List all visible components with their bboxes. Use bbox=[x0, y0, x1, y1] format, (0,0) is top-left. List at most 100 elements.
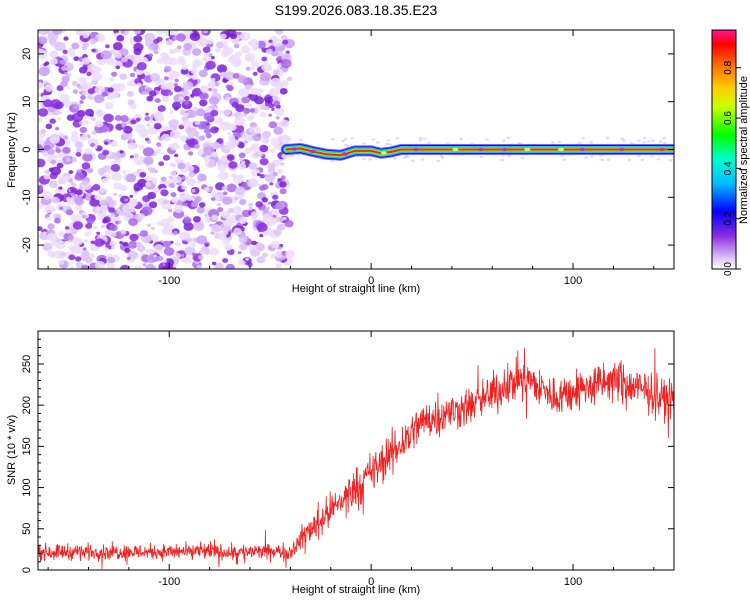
spectrogram-noise-cell bbox=[459, 137, 464, 141]
spectrogram-noise-cell bbox=[156, 58, 164, 64]
spectrogram-noise-cell bbox=[245, 135, 253, 142]
spectrogram-noise-cell bbox=[45, 123, 53, 130]
spectrogram-noise-cell bbox=[268, 201, 272, 205]
spectrogram-noise-cell bbox=[180, 253, 185, 257]
spectrogram-noise-cell bbox=[104, 102, 114, 110]
spectrogram-noise-cell bbox=[272, 38, 283, 47]
spectrogram-noise-cell bbox=[216, 203, 221, 207]
spectrogram-noise-cell bbox=[51, 196, 60, 204]
spectrogram-noise-cell bbox=[44, 61, 50, 66]
spectrogram-noise-cell bbox=[70, 134, 80, 143]
spectrogram-noise-cell bbox=[108, 207, 116, 214]
spectrogram-noise-cell bbox=[280, 134, 292, 144]
spectrogram-noise-cell bbox=[47, 232, 58, 242]
spectrogram-noise-cell bbox=[84, 231, 91, 237]
spectrogram-noise-cell bbox=[198, 202, 206, 208]
spectrogram-noise-cell bbox=[620, 137, 624, 141]
spectrogram-noise-cell bbox=[217, 207, 224, 213]
spectrogram-noise-cell bbox=[149, 249, 155, 255]
spectrogram-noise-cell bbox=[149, 201, 158, 209]
spectrogram-noise-cell bbox=[350, 136, 355, 140]
spectrogram-noise-cell bbox=[130, 119, 137, 125]
spectrogram-noise-cell bbox=[280, 162, 285, 166]
spectrogram-noise-cell bbox=[261, 197, 269, 203]
spectrogram-noise-cell bbox=[38, 108, 49, 117]
spectrogram-noise-cell bbox=[202, 46, 211, 53]
spectrogram-noise-cell bbox=[392, 157, 397, 160]
spectrogram-noise-cell bbox=[200, 121, 211, 129]
spectrogram-noise-cell bbox=[124, 247, 131, 254]
spectrogram-noise-cell bbox=[265, 48, 273, 55]
spectrogram-noise-cell bbox=[170, 192, 177, 198]
spectrogram-noise-cell bbox=[214, 118, 223, 125]
spectrogram-noise-cell bbox=[38, 81, 44, 89]
spectrogram-noise-cell bbox=[156, 255, 163, 262]
spectrogram-noise-cell bbox=[106, 57, 115, 65]
spectrogram-noise-cell bbox=[157, 78, 165, 85]
spectrogram-noise-cell bbox=[80, 134, 89, 142]
spectrogram-noise-cell bbox=[551, 141, 555, 144]
spectrogram-noise-cell bbox=[241, 96, 251, 104]
colorbar-tick-label: 0.0 bbox=[723, 262, 734, 276]
spectrogram-noise-cell bbox=[70, 266, 75, 269]
spectrogram-noise-cell bbox=[181, 176, 186, 180]
spectrogram-noise-cell bbox=[224, 219, 233, 227]
spectrogram-noise-cell bbox=[56, 85, 64, 92]
spectrogram-noise-cell bbox=[153, 50, 159, 55]
spectrogram-noise-cell bbox=[245, 66, 251, 71]
spectrogram-noise-cell bbox=[235, 229, 240, 233]
spectrogram-noise-cell bbox=[237, 251, 242, 255]
spectrogram-noise-cell bbox=[43, 174, 50, 180]
spectrogram-noise-cell bbox=[238, 142, 245, 149]
spectrogram-noise-cell bbox=[210, 126, 219, 134]
spectrogram-noise-cell bbox=[188, 171, 196, 178]
spectrogram-signal-peak bbox=[291, 147, 298, 151]
spectrogram-x-tick-label: 0 bbox=[368, 275, 374, 287]
spectrogram-noise-cell bbox=[172, 264, 177, 268]
spectrogram-noise-cell bbox=[662, 136, 666, 140]
spectrogram-noise-cell bbox=[74, 204, 83, 211]
spectrogram-noise-cell bbox=[277, 223, 286, 231]
spectrogram-noise-cell bbox=[259, 106, 263, 111]
spectrogram-noise-cell bbox=[656, 158, 661, 161]
spectrogram-noise-cell bbox=[82, 152, 93, 162]
spectrogram-noise-cell bbox=[148, 119, 154, 124]
spectrogram-noise-cell bbox=[506, 136, 510, 139]
spectrogram-noise-cell bbox=[197, 173, 207, 182]
spectrogram-noise-cell bbox=[162, 96, 170, 103]
spectrogram-noise-cell bbox=[96, 110, 105, 118]
spectrogram-noise-cell bbox=[167, 208, 173, 213]
spectrogram-noise-cell bbox=[189, 32, 201, 41]
spectrogram-noise-cell bbox=[177, 145, 182, 149]
spectrogram-noise-cell bbox=[279, 243, 284, 248]
spectrogram-noise-cell bbox=[79, 100, 84, 104]
spectrogram-noise-cell bbox=[70, 188, 75, 193]
spectrogram-noise-cell bbox=[111, 246, 116, 250]
spectrogram-noise-cell bbox=[169, 129, 181, 139]
spectrogram-noise-cell bbox=[122, 170, 127, 174]
spectrogram-noise-cell bbox=[82, 42, 89, 48]
spectrogram-noise-cell bbox=[94, 85, 105, 95]
spectrogram-noise-cell bbox=[590, 155, 594, 158]
spectrogram-noise-cell bbox=[96, 231, 101, 235]
spectrogram-noise-cell bbox=[145, 176, 151, 181]
spectrogram-noise-cell bbox=[61, 75, 70, 83]
spectrogram-noise-cell bbox=[173, 204, 184, 213]
spectrogram-noise-cell bbox=[299, 138, 304, 142]
spectrogram-noise-cell bbox=[47, 223, 55, 230]
spectrogram-noise-cell bbox=[210, 224, 222, 234]
spectrogram-x-tick-label: -100 bbox=[158, 275, 180, 287]
spectrogram-noise-cell bbox=[201, 56, 208, 62]
spectrogram-noise-cell bbox=[233, 43, 240, 49]
spectrogram-noise-cell bbox=[581, 137, 586, 140]
spectrogram-noise-cell bbox=[188, 151, 194, 156]
spectrogram-noise-cell bbox=[55, 240, 67, 249]
spectrogram-noise-cell bbox=[203, 186, 210, 192]
spectrogram-signal-peak bbox=[501, 147, 508, 152]
spectrogram-noise-cell bbox=[178, 124, 185, 130]
spectrogram-noise-cell bbox=[232, 73, 240, 79]
spectrogram-noise-cell bbox=[502, 139, 506, 142]
spectrogram-noise-cell bbox=[158, 161, 165, 167]
spectrogram-signal-peak bbox=[413, 147, 420, 152]
spectrogram-noise-cell bbox=[279, 181, 287, 188]
